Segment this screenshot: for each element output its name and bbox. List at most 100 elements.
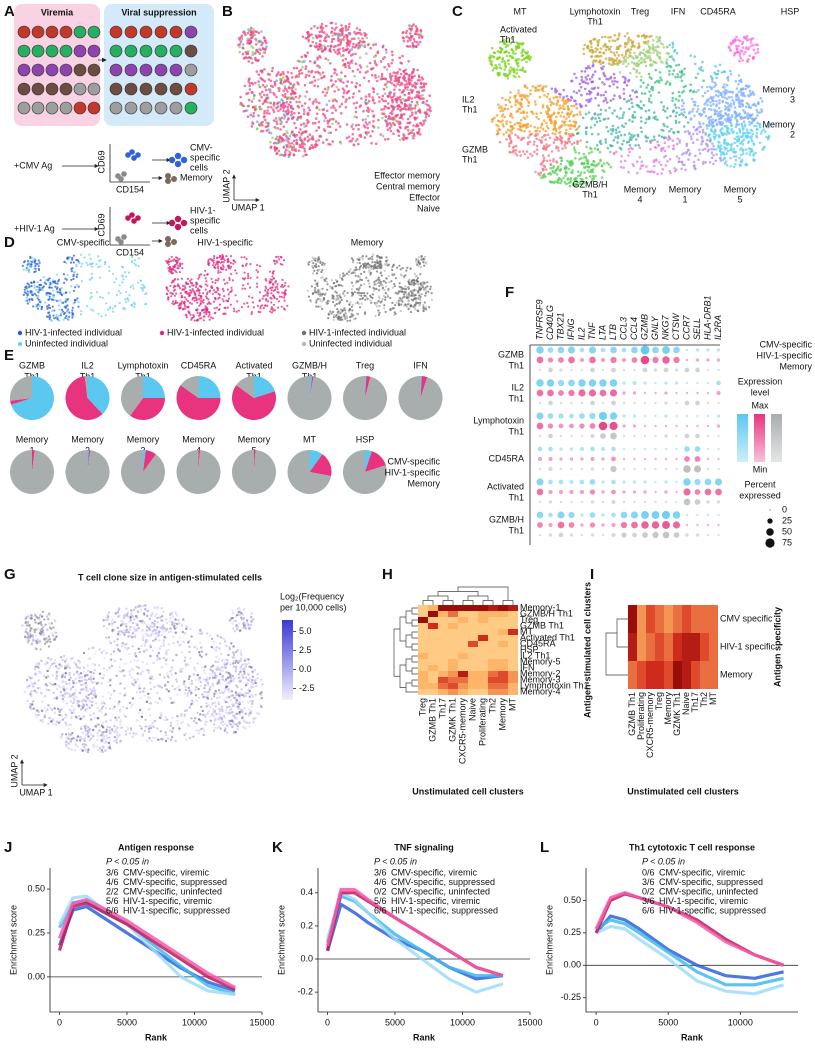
umap-point [712,135,716,138]
umap-point [272,309,275,312]
umap-point [544,85,548,88]
umap-point [269,101,273,105]
umap-point [308,74,311,77]
umap-point [666,125,669,128]
umap-point [114,305,117,308]
umap-point [542,147,545,150]
umap-point [381,94,385,98]
umap-point [607,62,611,65]
umap-point [287,155,291,159]
umap-point [307,111,310,115]
umap-point [544,138,547,141]
umap-point [55,313,58,317]
umap-point [333,304,337,307]
umap-point [618,71,622,74]
umap-point [615,62,619,65]
umap-point [510,128,513,132]
umap-point [594,174,597,178]
cell [87,44,101,58]
umap-point [558,130,562,134]
umap-point [276,283,279,286]
umap-point [292,133,296,136]
umap-point [574,150,577,154]
umap-point [263,39,267,43]
umap-point [167,263,170,266]
umap-point [167,298,170,301]
umap-point [398,56,402,60]
umap-point [208,302,211,305]
umap-point [317,293,320,296]
umap-point [640,130,643,134]
umap-point [727,45,731,48]
umap-point [354,110,358,114]
umap-point [361,40,364,44]
umap-point [35,294,38,297]
umap-point [748,89,752,93]
umap-point [80,310,83,313]
umap-point [734,95,738,98]
legend-marker [17,341,23,347]
umap-point [708,120,711,123]
umap-point [510,48,514,52]
umap-point [368,121,371,124]
umap-point [416,277,419,280]
cluster-label: MT [514,6,527,16]
umap-point [314,121,317,125]
umap-point [290,89,294,92]
umap-point [716,112,719,116]
umap-point [574,157,577,160]
umap-point [291,148,294,152]
umap-point [207,263,210,267]
umap-point [517,75,521,78]
umap-point [249,276,252,279]
umap-point [47,298,50,301]
umap-point [734,155,738,158]
umap-point [369,134,372,138]
umap-point [390,110,394,113]
umap-point [208,290,211,293]
umap-point [284,290,287,293]
umap-point [311,80,314,84]
umap-point [649,140,652,144]
umap-point [56,273,59,276]
umap-point [398,116,402,120]
umap-point [421,123,424,127]
umap-point [195,285,198,289]
umap-point [57,304,61,307]
umap-point [261,55,264,58]
umap-point [524,70,527,73]
umap-point [572,104,576,108]
umap-point [597,104,600,107]
umap-point [583,43,586,47]
cell [184,63,198,77]
umap-point [77,301,80,304]
umap-point [516,121,519,125]
umap-point [698,126,701,129]
umap-point [284,281,287,284]
umap-point [284,148,288,151]
umap-point [498,63,501,66]
umap-point [237,309,240,312]
umap-point [419,32,423,35]
umap-point [169,284,172,287]
umap-point [612,151,616,155]
umap-point [620,154,623,158]
umap-point [745,105,748,109]
umap-point [26,302,29,305]
umap-point [262,295,265,298]
umap-point [566,113,570,116]
umap-point [309,81,312,85]
umap-point [303,60,306,63]
umap-point [521,66,525,70]
umap-point [180,294,183,297]
umap-point [252,306,255,309]
umap-point [311,40,315,44]
umap-point [92,309,95,312]
umap-point [370,73,374,77]
umap-point [303,130,307,133]
umap-point [725,152,729,155]
umap-point [659,163,663,167]
umap-point [559,93,562,96]
umap-point [204,277,207,280]
umap-point [319,56,322,59]
